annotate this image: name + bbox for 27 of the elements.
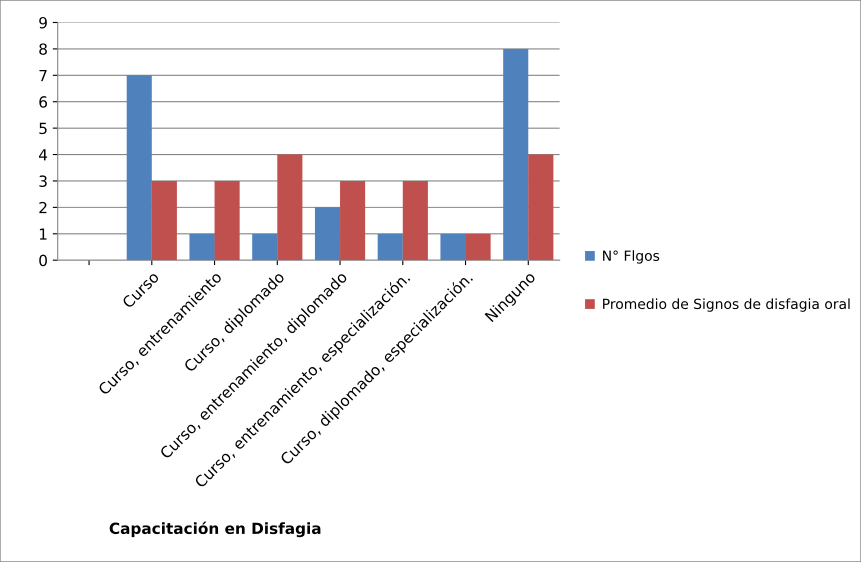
bar [314, 207, 340, 260]
y-tick-label: 3 [39, 175, 47, 187]
bar [214, 180, 240, 260]
bar [189, 234, 215, 260]
x-axis-title: Capacitación en Disfagia [110, 522, 320, 538]
y-tick-label: 7 [40, 70, 47, 82]
y-tick-label: 0 [39, 254, 47, 266]
legend-label: N° Flgos [603, 250, 660, 264]
y-tick-label: 5 [39, 122, 47, 134]
bar [402, 180, 428, 260]
bar [503, 48, 528, 260]
bar [440, 234, 466, 260]
bar [466, 234, 491, 260]
bar [277, 154, 302, 260]
bar [152, 180, 177, 260]
bar [340, 180, 366, 260]
y-tick-label: 6 [39, 96, 48, 108]
legend-label: Promedio de Signos de disfagia oral [603, 298, 850, 312]
bar [252, 234, 278, 260]
y-tick-label: 8 [39, 43, 47, 55]
y-tick-label: 1 [40, 228, 47, 240]
bar [126, 75, 152, 260]
bar [378, 234, 403, 260]
y-tick-label: 9 [39, 16, 47, 28]
y-tick-label: 4 [38, 149, 48, 160]
bar [528, 154, 554, 260]
y-tick-label: 2 [39, 202, 46, 214]
